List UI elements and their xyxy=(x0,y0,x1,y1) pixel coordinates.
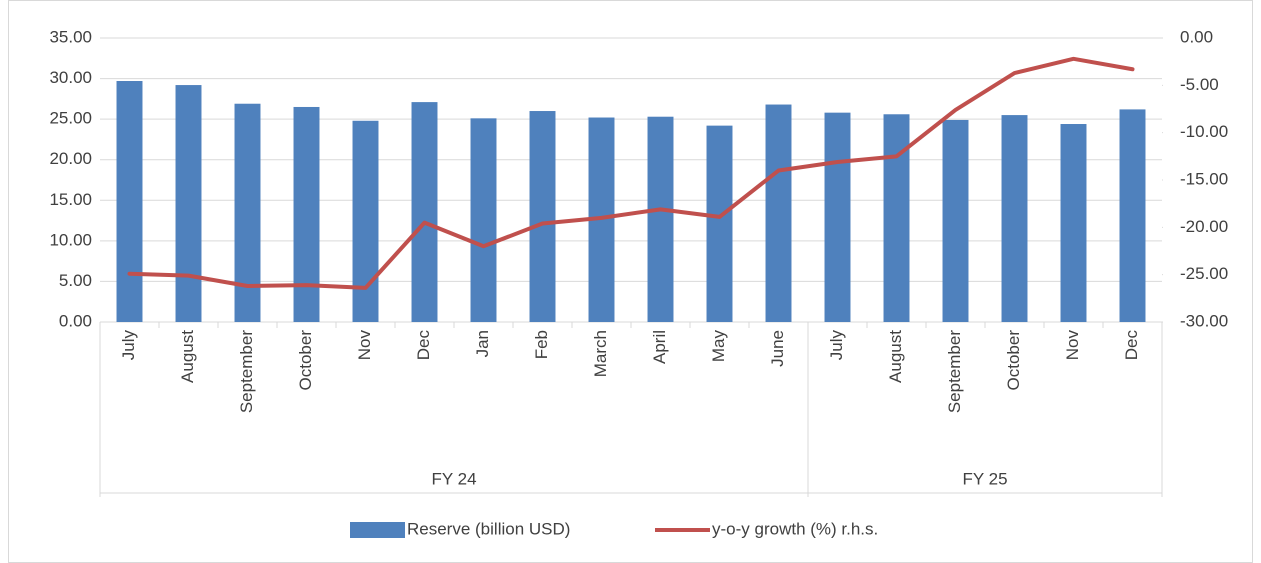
x-tick-label: July xyxy=(827,330,846,361)
bar xyxy=(1060,124,1087,322)
line xyxy=(127,56,1135,290)
y2-tick-label: -5.00 xyxy=(1180,75,1219,94)
x-tick-label: April xyxy=(650,330,669,364)
legend-label: y-o-y growth (%) r.h.s. xyxy=(712,519,878,538)
x-tick-label: October xyxy=(1004,330,1023,391)
y2-tick-label: -30.00 xyxy=(1180,311,1228,330)
bar xyxy=(470,118,497,323)
x-tick-label: July xyxy=(119,330,138,361)
bar xyxy=(529,111,556,323)
y2-tick-label: -15.00 xyxy=(1180,169,1228,188)
bar xyxy=(234,103,261,323)
bar xyxy=(824,112,851,322)
x-tick-label: Feb xyxy=(532,330,551,359)
y-tick-label: 0.00 xyxy=(59,311,92,330)
y-tick-label: 30.00 xyxy=(49,68,92,87)
y-tick-label: 5.00 xyxy=(59,271,92,290)
x-tick-label: June xyxy=(768,330,787,367)
bar xyxy=(942,119,969,322)
x-tick-label: Nov xyxy=(1063,330,1082,361)
legend-swatch xyxy=(350,522,405,538)
bar xyxy=(647,116,674,322)
x-tick-label: Dec xyxy=(414,330,433,361)
bar xyxy=(293,106,320,322)
x-tick-label: May xyxy=(709,330,728,363)
bar xyxy=(883,114,910,322)
bar xyxy=(706,125,733,323)
x-tick-label: Nov xyxy=(355,330,374,361)
bar xyxy=(352,120,379,322)
y2-tick-label: -25.00 xyxy=(1180,264,1228,283)
bar xyxy=(175,85,202,322)
y-tick-label: 25.00 xyxy=(49,109,92,128)
x-tick-label: March xyxy=(591,330,610,377)
y2-tick-label: 0.00 xyxy=(1180,27,1213,46)
group-label: FY 25 xyxy=(962,469,1007,488)
y2-tick-label: -10.00 xyxy=(1180,122,1228,141)
x-tick-label: August xyxy=(178,330,197,383)
y-tick-label: 15.00 xyxy=(49,190,92,209)
bar xyxy=(765,104,792,322)
legend-label: Reserve (billion USD) xyxy=(407,519,570,538)
x-tick-label: Jan xyxy=(473,330,492,357)
y2-tick-label: -20.00 xyxy=(1180,217,1228,236)
bar xyxy=(116,81,143,323)
x-tick-label: September xyxy=(237,330,256,413)
x-tick-label: August xyxy=(886,330,905,383)
y-tick-label: 20.00 xyxy=(49,149,92,168)
x-tick-label: October xyxy=(296,330,315,391)
group-label: FY 24 xyxy=(431,469,476,488)
x-tick-label: Dec xyxy=(1122,330,1141,361)
bar xyxy=(411,102,438,322)
bar xyxy=(1119,109,1146,322)
y-tick-label: 35.00 xyxy=(49,27,92,46)
bar xyxy=(1001,115,1028,322)
x-tick-label: September xyxy=(945,330,964,413)
y-tick-label: 10.00 xyxy=(49,230,92,249)
